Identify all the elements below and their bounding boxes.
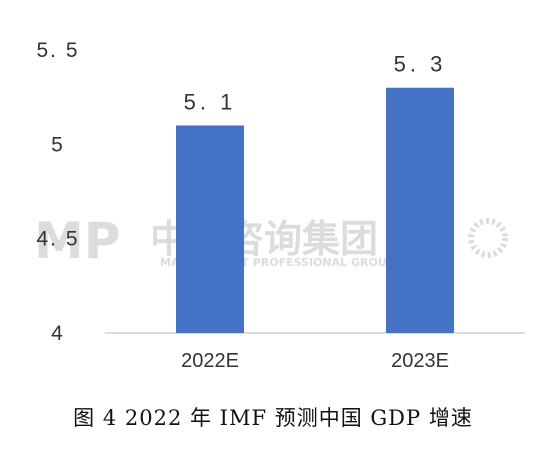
bar (176, 125, 244, 333)
data-label: 5. 1 (184, 89, 237, 114)
labels-layer: 5. 1 2022E 5. 3 2023E (181, 52, 449, 372)
bar (386, 87, 454, 333)
x-tick-label: 2023E (391, 350, 449, 372)
y-tick-label: 5 (51, 133, 65, 156)
figure-caption: 图 4 2022 年 IMF 预测中国 GDP 增速 (73, 406, 473, 430)
axis-layer: 4 4. 5 5 5. 5 (36, 39, 525, 345)
bars-layer (176, 87, 454, 333)
y-tick-label: 4 (51, 322, 65, 345)
y-tick-label: 4. 5 (36, 228, 79, 251)
y-tick-label: 5. 5 (36, 39, 79, 62)
x-tick-label: 2022E (181, 350, 239, 372)
data-label: 5. 3 (394, 52, 447, 77)
svg-text:MP: MP (34, 212, 120, 270)
chart: MP 中大咨询集团 MANAGEMENT PROFESSIONAL GROUP … (34, 39, 525, 372)
